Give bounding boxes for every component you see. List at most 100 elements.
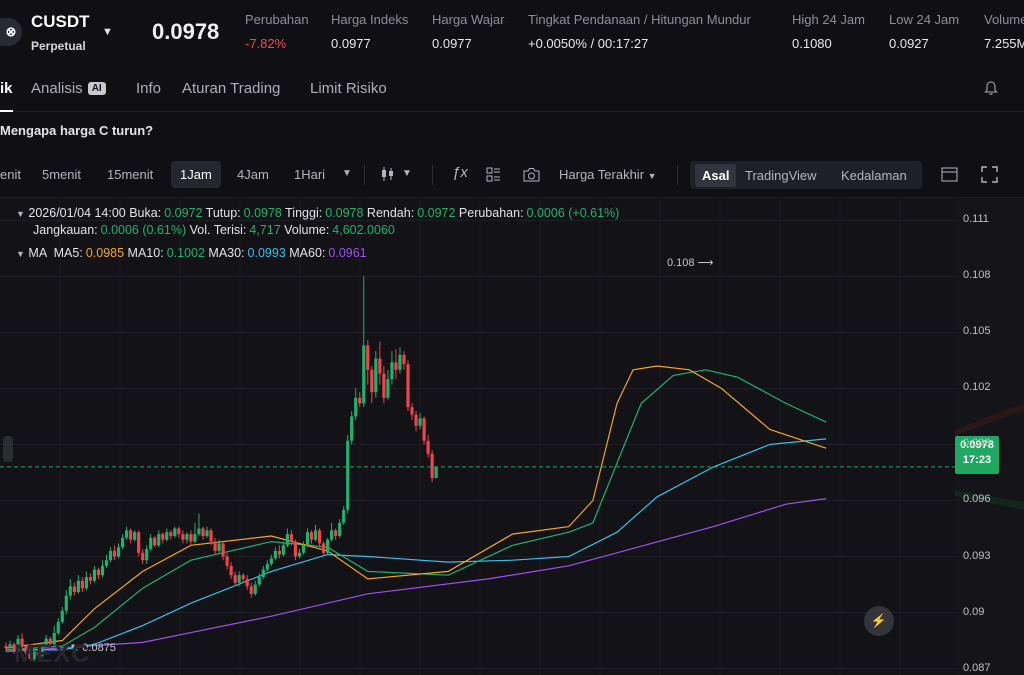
stat-value: -7.82% xyxy=(245,36,287,51)
layout-window-icon[interactable] xyxy=(941,166,958,183)
countdown-tag-value: 17:23 xyxy=(962,454,992,466)
camera-icon[interactable] xyxy=(523,167,540,182)
view-original[interactable]: Asal xyxy=(695,164,737,187)
ma5-label: MA5: xyxy=(53,246,83,260)
stat-label: Volume xyxy=(984,12,1024,27)
candle-down xyxy=(249,586,253,594)
candle-up xyxy=(56,621,60,634)
template-list-icon[interactable] xyxy=(486,167,501,182)
timeframe-1h[interactable]: 1Jam xyxy=(171,161,221,188)
candle-down xyxy=(4,646,8,648)
candle-down xyxy=(48,638,52,645)
tab-chart[interactable]: ik xyxy=(0,80,13,97)
tab-risk-limit[interactable]: Limit Risiko xyxy=(310,80,387,97)
candle-down xyxy=(24,646,28,654)
chart-scroll-handle[interactable] xyxy=(3,436,13,462)
symbol-name[interactable]: CUSDT xyxy=(31,12,90,31)
tab-analysis-label: Analisis xyxy=(31,80,83,97)
stat-funding-rate[interactable]: Tingkat Pendanaan / Hitungan Mundur +0.0… xyxy=(528,12,751,51)
candle-down xyxy=(378,358,382,374)
tab-trading-rules[interactable]: Aturan Trading xyxy=(182,80,281,97)
candle-type-dropdown-icon[interactable]: ▼ xyxy=(402,168,412,179)
price-type-select[interactable]: Harga Terakhir ▼ xyxy=(559,167,657,182)
timeframe-4h[interactable]: 4Jam xyxy=(237,167,269,182)
candle-up xyxy=(253,584,257,594)
collapse-ma-icon[interactable]: ▼ xyxy=(16,249,25,259)
candle-type-icon[interactable] xyxy=(380,166,396,182)
collapse-info-icon[interactable]: ▼ xyxy=(16,209,25,219)
toolbar-divider xyxy=(364,165,365,185)
y-axis-tick-label: 0.108 xyxy=(963,269,991,282)
stat-label: Perubahan xyxy=(245,12,309,27)
candle-up xyxy=(16,638,20,650)
ma60-line xyxy=(5,498,827,653)
ma60-label: MA60: xyxy=(289,246,326,260)
candle-up xyxy=(237,575,241,583)
close-value: 0.0978 xyxy=(243,206,282,220)
candle-up xyxy=(8,644,12,648)
y-axis-tick-label: 0.09 xyxy=(963,605,985,618)
tab-analysis[interactable]: Analisis AI xyxy=(31,80,106,97)
stat-value: 0.0927 xyxy=(889,36,929,51)
y-axis-tick-label: 0.099 xyxy=(963,437,991,450)
view-depth[interactable]: Kedalaman xyxy=(841,168,907,183)
y-axis-tick-label: 0.087 xyxy=(963,661,991,674)
candle-up xyxy=(390,362,394,380)
candle-up xyxy=(32,651,36,660)
stat-change: Perubahan -7.82% xyxy=(245,12,309,51)
price-chart-panel[interactable] xyxy=(0,197,1024,675)
stat-low-24h: Low 24 Jam 0.0927 xyxy=(889,12,959,51)
y-axis-tick-label: 0.105 xyxy=(963,325,991,338)
candle-down xyxy=(289,534,294,542)
timeframe-1m[interactable]: enit xyxy=(0,167,21,182)
ai-question-link[interactable]: Mengapa harga C turun? xyxy=(0,123,154,138)
candle-up xyxy=(108,550,113,561)
tab-info[interactable]: Info xyxy=(136,80,162,97)
candle-up xyxy=(418,418,422,426)
indicator-fx-icon[interactable]: ƒx xyxy=(452,164,468,181)
fullscreen-icon[interactable] xyxy=(981,166,998,183)
timeframe-5m[interactable]: 5menit xyxy=(42,167,82,182)
candle-up xyxy=(64,595,68,611)
content-tabs: ik Analisis AI Info Aturan Trading Limit … xyxy=(0,64,1024,112)
candle-up xyxy=(100,565,105,576)
candle-up xyxy=(133,532,137,540)
timeframe-more-icon[interactable]: ▼ xyxy=(342,168,352,179)
candle-up xyxy=(305,532,310,546)
timeframe-15m[interactable]: 15menit xyxy=(107,167,154,182)
stat-index-price: Harga Indeks 0.0977 xyxy=(331,12,408,51)
candle-down xyxy=(225,556,229,566)
candle-up xyxy=(104,560,109,566)
min-price-value: 0.0875 xyxy=(82,642,116,654)
symbol-dropdown-icon[interactable]: ▼ xyxy=(102,26,113,38)
candle-up xyxy=(217,543,221,551)
candle-down xyxy=(153,537,157,546)
candle-down xyxy=(213,541,217,551)
candle-up xyxy=(398,354,402,370)
view-tradingview[interactable]: TradingView xyxy=(745,168,817,183)
candle-down xyxy=(430,453,434,479)
y-axis-tick-label: 0.093 xyxy=(963,549,991,562)
candle-up xyxy=(350,416,354,441)
quick-trade-bolt-icon[interactable]: ⚡ xyxy=(864,606,894,636)
candle-up xyxy=(265,563,269,570)
ma30-line xyxy=(6,438,827,651)
candle-up xyxy=(374,358,378,393)
bell-icon[interactable] xyxy=(983,80,999,96)
timeframe-1d[interactable]: 1Hari xyxy=(294,167,326,182)
max-price-marker: 0.108 ⟶ xyxy=(667,257,714,269)
stat-fair-price: Harga Wajar 0.0977 xyxy=(432,12,504,51)
candle-down xyxy=(209,530,213,542)
stat-value: 0.1080 xyxy=(792,36,832,51)
last-price: 0.0978 xyxy=(152,19,220,44)
stat-high-24h: High 24 Jam 0.1080 xyxy=(792,12,865,51)
candle-up xyxy=(434,466,438,479)
high-value: 0.0978 xyxy=(325,206,364,220)
candlestick-chart[interactable] xyxy=(0,198,1024,675)
candle-up xyxy=(338,522,342,536)
stat-volume: Volume 7.255M xyxy=(984,12,1024,51)
stat-label: Low 24 Jam xyxy=(889,12,960,27)
candle-down xyxy=(241,575,245,579)
candle-down xyxy=(277,550,281,555)
candle-down xyxy=(129,530,133,540)
